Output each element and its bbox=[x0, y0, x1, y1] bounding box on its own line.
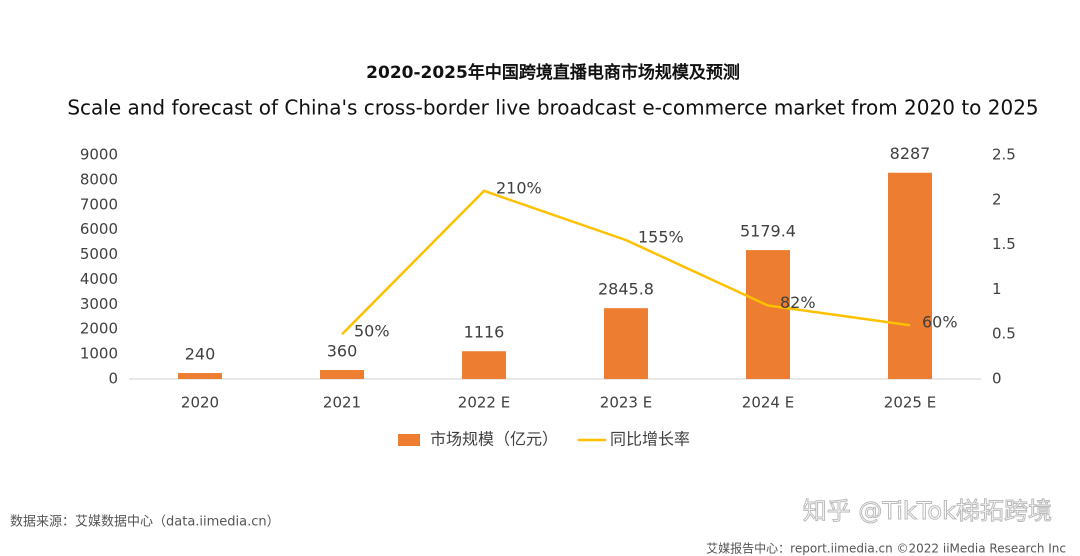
x-tick-label: 2021 bbox=[323, 394, 361, 412]
bar-value-label: 240 bbox=[185, 345, 216, 364]
y-tick-label: 5000 bbox=[80, 245, 118, 263]
y-tick-label: 4000 bbox=[80, 270, 118, 288]
bar bbox=[462, 351, 506, 379]
line-value-label: 50% bbox=[354, 322, 390, 341]
footer: 艾媒报告中心：report.iimedia.cn ©2022 iiMedia R… bbox=[706, 541, 1066, 556]
y-tick-label: 1000 bbox=[80, 345, 118, 363]
chart-subtitle: Scale and forecast of China's cross-bord… bbox=[67, 96, 1038, 120]
bar bbox=[746, 250, 790, 379]
line-value-label: 210% bbox=[496, 178, 542, 197]
y-tick-label: 0 bbox=[108, 370, 118, 388]
line-value-label: 82% bbox=[780, 293, 816, 312]
y2-tick-label: 1.5 bbox=[992, 235, 1016, 253]
chart-title: 2020-2025年中国跨境直播电商市场规模及预测 bbox=[366, 62, 740, 83]
y-tick-label: 7000 bbox=[80, 195, 118, 213]
x-tick-label: 2024 E bbox=[742, 394, 794, 412]
bar-value-label: 360 bbox=[327, 342, 358, 361]
line-value-label: 60% bbox=[922, 313, 958, 332]
source-note: 数据来源：艾媒数据中心（data.iimedia.cn） bbox=[10, 515, 280, 530]
line bbox=[341, 189, 911, 336]
watermark: 知乎 @TikTok梯拓跨境 bbox=[803, 497, 1052, 525]
bar-value-label: 1116 bbox=[464, 323, 505, 342]
bar-value-label: 5179.4 bbox=[740, 222, 796, 241]
bar bbox=[888, 172, 932, 379]
legend-label: 市场规模（亿元） bbox=[430, 430, 558, 449]
bar-value-label: 8287 bbox=[890, 144, 931, 163]
legend-label: 同比增长率 bbox=[610, 430, 690, 449]
y-tick-label: 9000 bbox=[80, 146, 118, 164]
y-tick-label: 8000 bbox=[80, 170, 118, 188]
y-tick-label: 6000 bbox=[80, 220, 118, 238]
y2-tick-label: 0 bbox=[992, 370, 1002, 388]
y-tick-label: 3000 bbox=[80, 295, 118, 313]
y2-tick-label: 2.5 bbox=[992, 146, 1016, 164]
x-tick-label: 2025 E bbox=[884, 394, 936, 412]
y2-tick-label: 2 bbox=[992, 190, 1002, 208]
x-tick-label: 2020 bbox=[181, 394, 219, 412]
bar bbox=[178, 373, 222, 379]
bar-value-label: 2845.8 bbox=[598, 280, 654, 299]
x-tick-label: 2022 E bbox=[458, 394, 510, 412]
y2-tick-label: 0.5 bbox=[992, 325, 1016, 343]
bar bbox=[320, 370, 364, 379]
bar bbox=[604, 308, 648, 379]
y2-tick-label: 1 bbox=[992, 280, 1002, 298]
legend-swatch bbox=[398, 434, 420, 446]
x-tick-label: 2023 E bbox=[600, 394, 652, 412]
y-tick-label: 2000 bbox=[80, 320, 118, 338]
line-value-label: 155% bbox=[638, 228, 684, 247]
